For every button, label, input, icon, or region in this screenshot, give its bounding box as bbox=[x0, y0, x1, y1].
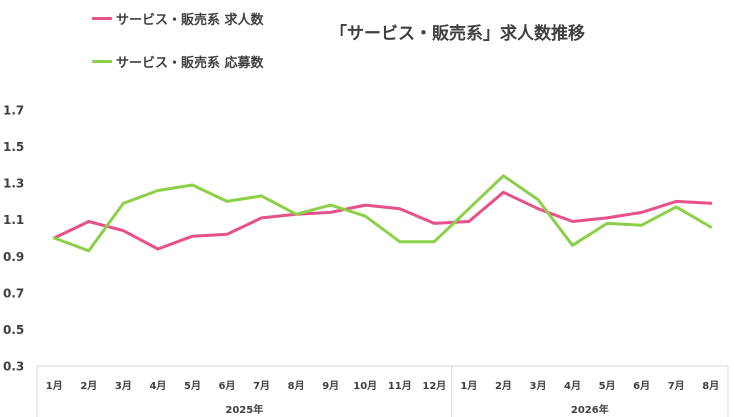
y-tick-label: 0.5 bbox=[3, 323, 24, 337]
legend: サービス・販売系 求人数 サービス・販売系 応募数 bbox=[92, 8, 264, 94]
x-tick-label: 3月 bbox=[529, 380, 546, 392]
x-tick-label: 7月 bbox=[253, 380, 270, 392]
legend-item-recruit: サービス・販売系 求人数 bbox=[92, 8, 264, 28]
legend-item-applications: サービス・販売系 応募数 bbox=[92, 51, 264, 71]
y-tick-label: 0.3 bbox=[3, 360, 24, 374]
y-tick-label: 0.7 bbox=[3, 286, 24, 300]
x-tick-label: 11月 bbox=[388, 380, 412, 392]
y-tick-label: 1.7 bbox=[3, 104, 24, 118]
y-tick-label: 0.9 bbox=[3, 250, 24, 264]
x-tick-label: 6月 bbox=[633, 380, 650, 392]
x-tick-label: 8月 bbox=[288, 380, 305, 392]
legend-swatch-applications bbox=[92, 59, 112, 63]
x-tick-label: 4月 bbox=[564, 380, 581, 392]
axis-layer: 0.3 0.5 0.7 0.9 1.1 1.3 1.5 1.7 1月 2月 3月 4月 5月 6月 7月 8月… bbox=[3, 104, 729, 417]
x-tick-label: 4月 bbox=[149, 380, 166, 392]
x-tick-label: 12月 bbox=[422, 380, 446, 392]
series-line-applications bbox=[52, 174, 713, 253]
x-tick-label: 3月 bbox=[115, 380, 132, 392]
x-tick-label: 10月 bbox=[353, 380, 377, 392]
x-tick-label: 5月 bbox=[184, 380, 201, 392]
chart-title: 「サービス・販売系」求人数推移 bbox=[330, 24, 585, 44]
series-layer bbox=[52, 174, 713, 253]
x-tick-label: 2月 bbox=[80, 380, 97, 392]
x-tick-label: 1月 bbox=[460, 380, 477, 392]
x-tick-label: 5月 bbox=[599, 380, 616, 392]
legend-swatch-recruit bbox=[92, 16, 112, 20]
x-tick-label: 7月 bbox=[668, 380, 685, 392]
y-tick-label: 1.3 bbox=[3, 177, 24, 191]
year-group-label: 2025年 bbox=[225, 403, 263, 416]
x-tick-label: 2月 bbox=[495, 380, 512, 392]
x-tick-label: 9月 bbox=[322, 380, 339, 392]
y-tick-label: 1.5 bbox=[3, 140, 24, 154]
legend-label-recruit: サービス・販売系 求人数 bbox=[116, 12, 264, 28]
y-tick-label: 1.1 bbox=[3, 213, 24, 227]
x-tick-label: 8月 bbox=[702, 380, 719, 392]
x-tick-label: 1月 bbox=[46, 380, 63, 392]
legend-label-applications: サービス・販売系 応募数 bbox=[116, 55, 264, 71]
x-tick-label: 6月 bbox=[219, 380, 236, 392]
series-line-recruit bbox=[52, 190, 713, 251]
year-group-label: 2026年 bbox=[571, 403, 609, 416]
